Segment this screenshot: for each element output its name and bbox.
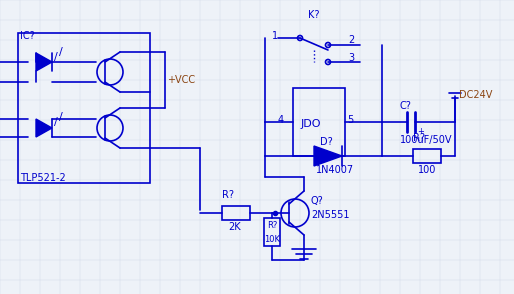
Text: TLP521-2: TLP521-2 — [20, 173, 66, 183]
Bar — [222, 206, 250, 220]
Text: 2N5551: 2N5551 — [311, 210, 350, 220]
Text: R?: R? — [413, 133, 425, 143]
Bar — [293, 88, 345, 156]
Text: /: / — [54, 117, 58, 127]
Text: C?: C? — [400, 101, 412, 111]
Text: /: / — [59, 112, 63, 122]
Text: 100uF/50V: 100uF/50V — [400, 135, 452, 145]
Text: 3: 3 — [348, 53, 354, 63]
Polygon shape — [36, 119, 52, 137]
Text: 5: 5 — [347, 115, 353, 125]
Text: R?: R? — [267, 221, 278, 230]
Text: 10K: 10K — [264, 235, 280, 245]
Bar — [264, 218, 280, 246]
Polygon shape — [314, 146, 342, 166]
Bar — [413, 149, 441, 163]
Text: 2: 2 — [348, 35, 354, 45]
Text: K?: K? — [308, 10, 320, 20]
Text: DC24V: DC24V — [459, 90, 492, 100]
Text: R?: R? — [222, 190, 234, 200]
Text: /: / — [54, 52, 58, 62]
Text: JDO: JDO — [301, 119, 321, 129]
Text: Q?: Q? — [311, 196, 324, 206]
Text: 100: 100 — [418, 165, 436, 175]
Bar — [18, 33, 150, 183]
Text: 1: 1 — [272, 31, 278, 41]
Text: /: / — [59, 47, 63, 57]
Text: 1N4007: 1N4007 — [316, 165, 354, 175]
Text: +: + — [417, 126, 424, 136]
Text: IC?: IC? — [20, 31, 35, 41]
Text: 2K: 2K — [228, 222, 241, 232]
Text: 4: 4 — [278, 115, 284, 125]
Text: +VCC: +VCC — [167, 75, 195, 85]
Text: D?: D? — [320, 137, 333, 147]
Polygon shape — [36, 53, 52, 71]
